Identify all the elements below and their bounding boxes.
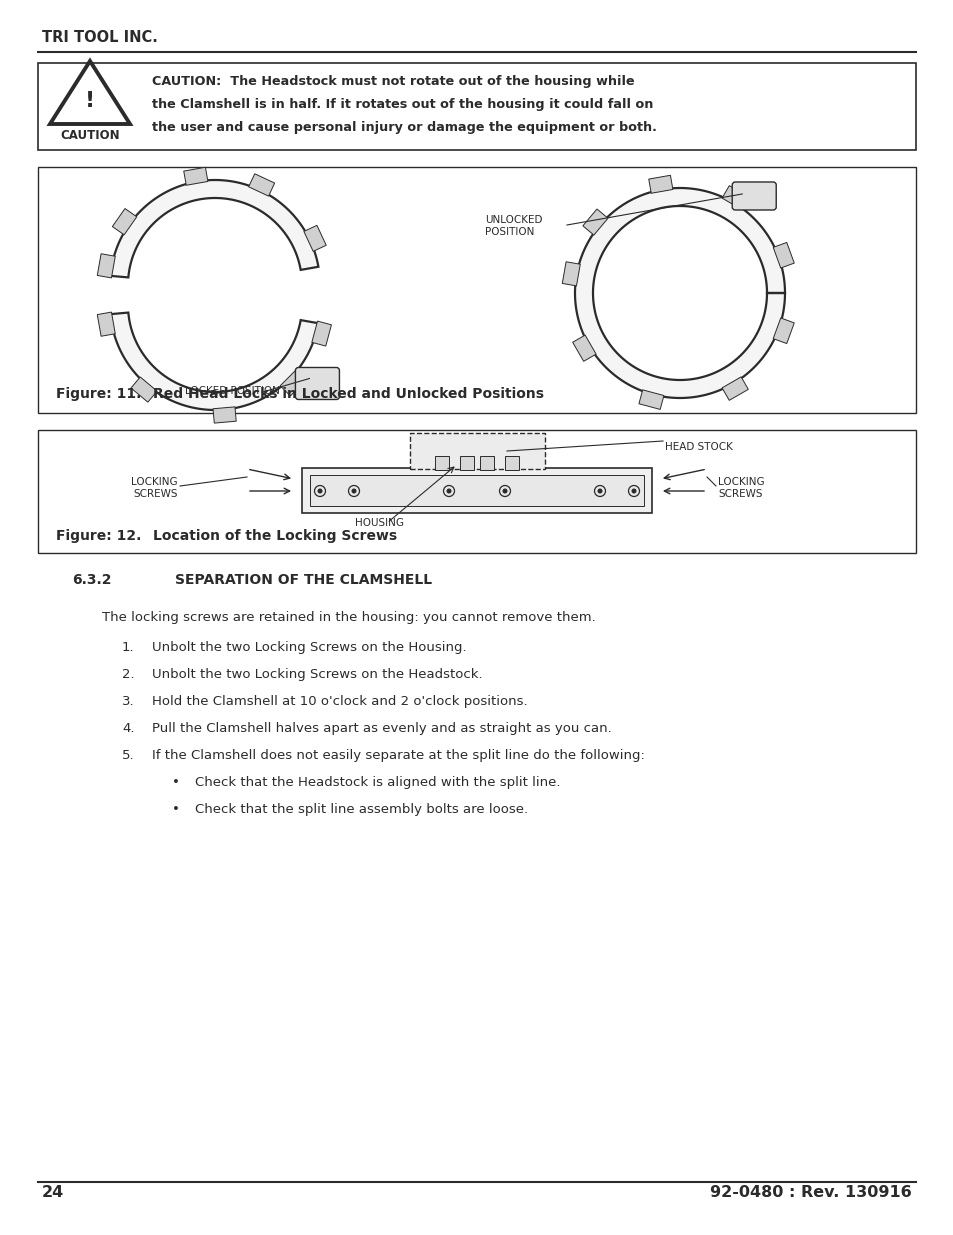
Text: HEAD STOCK: HEAD STOCK (664, 442, 732, 452)
Text: Unbolt the two Locking Screws on the Housing.: Unbolt the two Locking Screws on the Hou… (152, 641, 466, 655)
Bar (38, 63, 915, 149)
Text: Figure: 12.: Figure: 12. (56, 529, 141, 543)
Polygon shape (572, 335, 596, 362)
Text: Figure: 11.: Figure: 11. (56, 387, 141, 401)
Polygon shape (213, 406, 236, 424)
Text: 4.: 4. (122, 722, 134, 735)
Circle shape (352, 489, 355, 493)
Text: Unbolt the two Locking Screws on the Headstock.: Unbolt the two Locking Screws on the Hea… (152, 668, 482, 680)
Text: HOUSING: HOUSING (355, 517, 403, 529)
Text: the Clamshell is in half. If it rotates out of the housing it could fall on: the Clamshell is in half. If it rotates … (152, 98, 653, 111)
Text: SEPARATION OF THE CLAMSHELL: SEPARATION OF THE CLAMSHELL (174, 573, 432, 587)
Text: 24: 24 (42, 1186, 64, 1200)
Circle shape (447, 489, 451, 493)
Polygon shape (111, 180, 318, 278)
Text: Red Head Locks in Locked and Unlocked Positions: Red Head Locks in Locked and Unlocked Po… (152, 387, 543, 401)
Circle shape (632, 489, 635, 493)
Text: LOCKING
SCREWS: LOCKING SCREWS (132, 477, 178, 499)
Polygon shape (312, 321, 331, 346)
Bar (38, 430, 915, 553)
Polygon shape (280, 370, 306, 396)
Text: Pull the Clamshell halves apart as evenly and as straight as you can.: Pull the Clamshell halves apart as evenl… (152, 722, 611, 735)
Polygon shape (111, 312, 318, 410)
Polygon shape (772, 242, 794, 268)
Text: Check that the split line assembly bolts are loose.: Check that the split line assembly bolts… (194, 803, 528, 816)
Bar (302, 468, 651, 514)
Text: the user and cause personal injury or damage the equipment or both.: the user and cause personal injury or da… (152, 121, 657, 135)
Text: TRI TOOL INC.: TRI TOOL INC. (42, 30, 157, 44)
Polygon shape (184, 167, 208, 185)
Polygon shape (97, 253, 115, 278)
Text: 92-0480 : Rev. 130916: 92-0480 : Rev. 130916 (709, 1186, 911, 1200)
Text: •: • (172, 803, 180, 816)
Text: 3.: 3. (122, 695, 134, 708)
Text: 2.: 2. (122, 668, 134, 680)
Polygon shape (648, 175, 672, 194)
Polygon shape (721, 185, 747, 209)
Text: Hold the Clamshell at 10 o'clock and 2 o'clock positions.: Hold the Clamshell at 10 o'clock and 2 o… (152, 695, 527, 708)
Text: !: ! (85, 91, 95, 111)
Text: •: • (172, 776, 180, 789)
Polygon shape (582, 209, 607, 235)
Polygon shape (561, 262, 579, 287)
Bar (38, 167, 915, 412)
Bar (409, 433, 544, 468)
Bar (459, 456, 474, 469)
FancyBboxPatch shape (295, 368, 339, 399)
Circle shape (502, 489, 506, 493)
Polygon shape (50, 61, 130, 124)
Text: If the Clamshell does not easily separate at the split line do the following:: If the Clamshell does not easily separat… (152, 748, 644, 762)
Polygon shape (575, 188, 784, 398)
Text: 5.: 5. (122, 748, 134, 762)
Circle shape (318, 489, 321, 493)
Text: The locking screws are retained in the housing: you cannot remove them.: The locking screws are retained in the h… (102, 611, 595, 624)
Bar (504, 456, 518, 469)
Bar (310, 475, 643, 506)
Text: 6.3.2: 6.3.2 (71, 573, 112, 587)
Polygon shape (131, 377, 157, 403)
Bar (479, 456, 494, 469)
Polygon shape (112, 209, 136, 235)
Text: Check that the Headstock is aligned with the split line.: Check that the Headstock is aligned with… (194, 776, 560, 789)
Polygon shape (639, 390, 663, 410)
Polygon shape (249, 174, 274, 196)
Polygon shape (304, 225, 326, 252)
Text: 1.: 1. (122, 641, 134, 655)
Bar (435, 456, 449, 469)
Text: LOCKING
SCREWS: LOCKING SCREWS (718, 477, 763, 499)
Text: CAUTION:  The Headstock must not rotate out of the housing while: CAUTION: The Headstock must not rotate o… (152, 75, 634, 88)
Text: Location of the Locking Screws: Location of the Locking Screws (152, 529, 396, 543)
Polygon shape (97, 312, 115, 336)
Polygon shape (721, 377, 747, 400)
Text: UNLOCKED
POSITION: UNLOCKED POSITION (484, 215, 542, 237)
FancyBboxPatch shape (732, 182, 776, 210)
Text: CAUTION: CAUTION (60, 128, 120, 142)
Polygon shape (772, 317, 794, 343)
Circle shape (598, 489, 601, 493)
Text: LOCKED POSITION: LOCKED POSITION (185, 387, 279, 396)
